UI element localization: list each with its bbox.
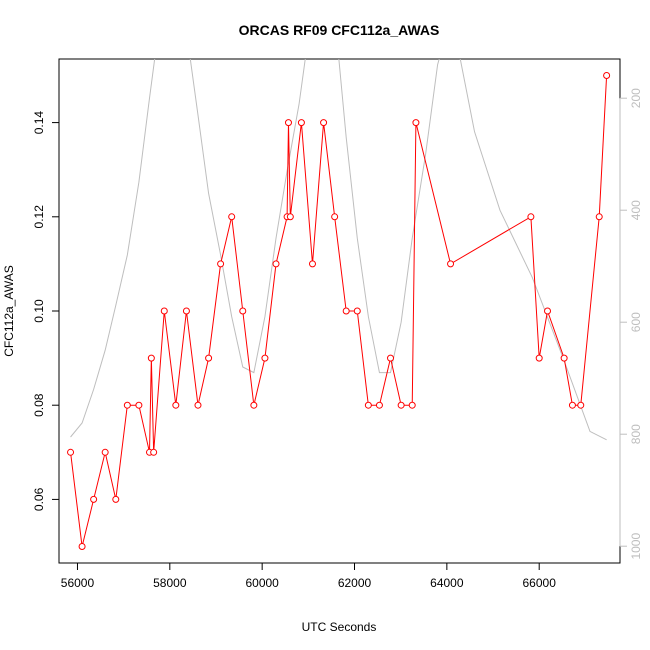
y2-tick-label: 1000 — [629, 533, 643, 560]
x-tick-label: 60000 — [245, 576, 279, 590]
data-point — [412, 119, 420, 127]
data-point — [408, 401, 416, 409]
data-point — [135, 401, 143, 409]
data-point — [568, 401, 576, 409]
data-point — [284, 119, 292, 127]
y2-tick-label: 800 — [629, 424, 643, 444]
y-tick-label: 0.06 — [32, 487, 46, 511]
data-point — [342, 307, 350, 315]
data-point — [577, 401, 585, 409]
x-tick-label: 64000 — [430, 576, 464, 590]
data-point — [387, 354, 395, 362]
x-tick-label: 56000 — [61, 576, 95, 590]
data-point — [194, 401, 202, 409]
data-point — [297, 119, 305, 127]
y-axis: 0.06 0.08 0.10 0.12 0.14 — [32, 111, 60, 511]
data-point — [286, 213, 294, 221]
y2-tick-label: 200 — [629, 88, 643, 108]
y-tick-label: 0.10 — [32, 299, 46, 323]
data-point — [375, 401, 383, 409]
data-point — [205, 354, 213, 362]
y2-axis: 200 400 600 800 1000 — [619, 88, 643, 560]
data-point — [353, 307, 361, 315]
data-point — [308, 260, 316, 268]
data-point — [397, 401, 405, 409]
plot-frame — [58, 58, 621, 564]
data-point — [67, 448, 75, 456]
data-point — [595, 213, 603, 221]
x-tick-label: 58000 — [153, 576, 187, 590]
x-axis: 56000 58000 60000 62000 64000 66000 — [61, 562, 557, 590]
data-point — [261, 354, 269, 362]
data-point — [447, 260, 455, 268]
data-point — [272, 260, 280, 268]
y-tick-label: 0.08 — [32, 393, 46, 417]
data-point — [603, 71, 611, 79]
data-point — [112, 495, 120, 503]
y-tick-label: 0.12 — [32, 205, 46, 229]
x-axis-label: UTC Seconds — [302, 620, 377, 634]
data-point — [544, 307, 552, 315]
primary-series-line — [70, 75, 608, 547]
data-point — [535, 354, 543, 362]
data-point — [123, 401, 131, 409]
data-point — [320, 119, 328, 127]
data-point — [182, 307, 190, 315]
chart-title: ORCAS RF09 CFC112a_AWAS — [239, 22, 440, 38]
y-axis-label: CFC112a_AWAS — [2, 265, 16, 357]
data-point — [101, 448, 109, 456]
data-point — [364, 401, 372, 409]
data-point — [239, 307, 247, 315]
data-point — [147, 354, 155, 362]
data-point — [160, 307, 168, 315]
y2-tick-label: 400 — [629, 200, 643, 220]
data-point — [331, 213, 339, 221]
x-tick-label: 66000 — [523, 576, 557, 590]
y2-tick-label: 600 — [629, 312, 643, 332]
y-tick-label: 0.14 — [32, 111, 46, 135]
series-layer — [67, 59, 611, 551]
data-point — [527, 213, 535, 221]
data-point — [560, 354, 568, 362]
data-point — [217, 260, 225, 268]
secondary-series-line — [70, 59, 607, 441]
data-point — [250, 401, 258, 409]
data-point — [150, 448, 158, 456]
data-point — [78, 543, 86, 551]
x-tick-label: 62000 — [338, 576, 372, 590]
data-point — [228, 213, 236, 221]
data-point — [172, 401, 180, 409]
data-point — [90, 495, 98, 503]
